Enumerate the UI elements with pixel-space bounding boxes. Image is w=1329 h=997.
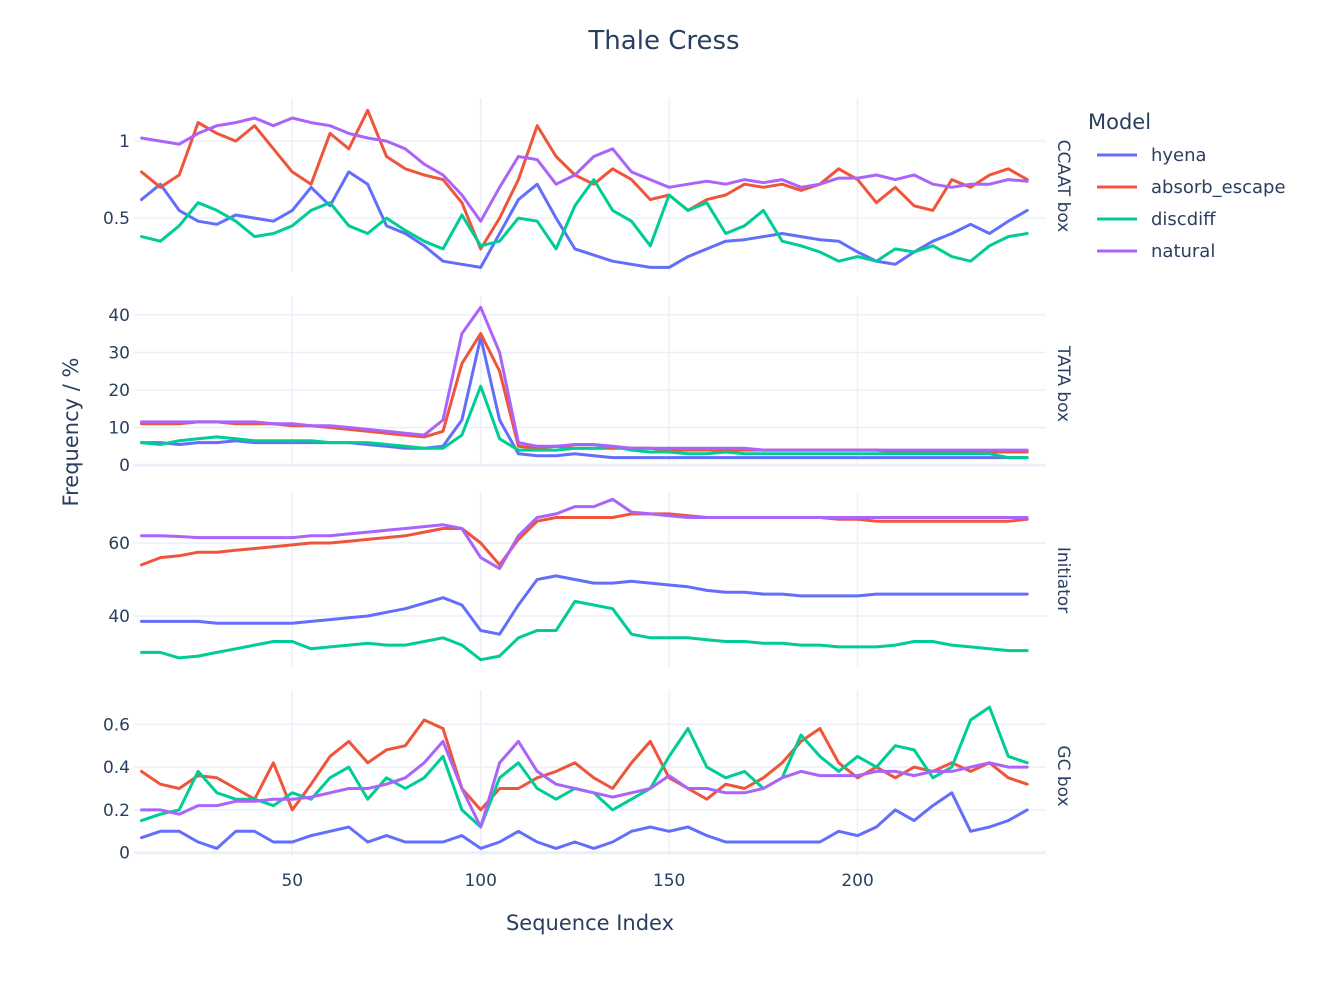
y-tick-label: 10 xyxy=(108,419,130,439)
y-tick-label: 40 xyxy=(108,306,130,326)
facet-label: Initiator xyxy=(1053,547,1073,613)
facet-label: GC box xyxy=(1053,745,1073,806)
legend-title: Model xyxy=(1088,110,1151,134)
series-line-discdiff[interactable] xyxy=(140,599,1029,662)
legend-item-natural[interactable]: natural xyxy=(1097,241,1215,262)
y-tick-label: 0.5 xyxy=(103,209,130,229)
series-line-hyena[interactable] xyxy=(140,574,1029,636)
x-tick-label: 200 xyxy=(841,871,873,891)
series-line-absorb_escape[interactable] xyxy=(140,108,1029,251)
legend-item-discdiff[interactable]: discdiff xyxy=(1097,209,1216,230)
legend-item-absorb_escape[interactable]: absorb_escape xyxy=(1097,177,1286,198)
series-line-hyena[interactable] xyxy=(140,170,1029,269)
chart-title: Thale Cress xyxy=(587,26,739,56)
y-tick-label: 40 xyxy=(108,607,130,627)
panel-initiator: 40 60 Initiator xyxy=(108,492,1073,667)
facet-label: TATA box xyxy=(1053,345,1073,422)
series-line-natural[interactable] xyxy=(140,739,1029,829)
facet-panels: 0.5 1 CCAAT box 0 10 20 30 40 TATA box 40 60 Initia… xyxy=(103,98,1073,891)
series-line-natural[interactable] xyxy=(140,497,1029,571)
y-axis-label: Frequency / % xyxy=(59,358,83,507)
panel-ccaat-box: 0.5 1 CCAAT box xyxy=(103,98,1073,272)
y-tick-label: 0.6 xyxy=(103,715,130,735)
series-line-absorb_escape[interactable] xyxy=(140,332,1029,454)
legend-label: absorb_escape xyxy=(1151,177,1286,198)
series-line-absorb_escape[interactable] xyxy=(140,512,1029,567)
y-tick-label: 20 xyxy=(108,381,130,401)
legend-label: hyena xyxy=(1151,145,1207,166)
panel-gc-box: 0 0.2 0.4 0.6 GC box xyxy=(103,690,1073,864)
y-tick-label: 0 xyxy=(119,456,130,476)
panel-tata-box: 0 10 20 30 40 TATA box xyxy=(108,296,1073,476)
y-tick-label: 60 xyxy=(108,534,130,554)
x-tick-label: 150 xyxy=(653,871,685,891)
y-tick-label: 0.2 xyxy=(103,801,130,821)
legend[interactable]: Model hyena absorb_escape discdiff natural xyxy=(1088,110,1286,262)
y-tick-label: 1 xyxy=(119,132,130,152)
series-line-hyena[interactable] xyxy=(140,791,1029,850)
series-line-discdiff[interactable] xyxy=(140,178,1029,263)
x-axis-label: Sequence Index xyxy=(506,911,674,935)
series-line-absorb_escape[interactable] xyxy=(140,718,1029,812)
series-line-natural[interactable] xyxy=(140,305,1029,452)
legend-label: discdiff xyxy=(1151,209,1216,230)
y-tick-label: 30 xyxy=(108,343,130,363)
series-line-hyena[interactable] xyxy=(140,335,1029,460)
y-tick-label: 0.4 xyxy=(103,758,130,778)
series-line-discdiff[interactable] xyxy=(140,384,1029,460)
x-tick-label: 50 xyxy=(281,871,303,891)
x-tick-label: 100 xyxy=(464,871,496,891)
series-line-natural[interactable] xyxy=(140,116,1029,223)
legend-item-hyena[interactable]: hyena xyxy=(1097,145,1207,166)
legend-label: natural xyxy=(1151,241,1215,262)
facet-label: CCAAT box xyxy=(1053,140,1073,233)
y-tick-label: 0 xyxy=(119,844,130,864)
